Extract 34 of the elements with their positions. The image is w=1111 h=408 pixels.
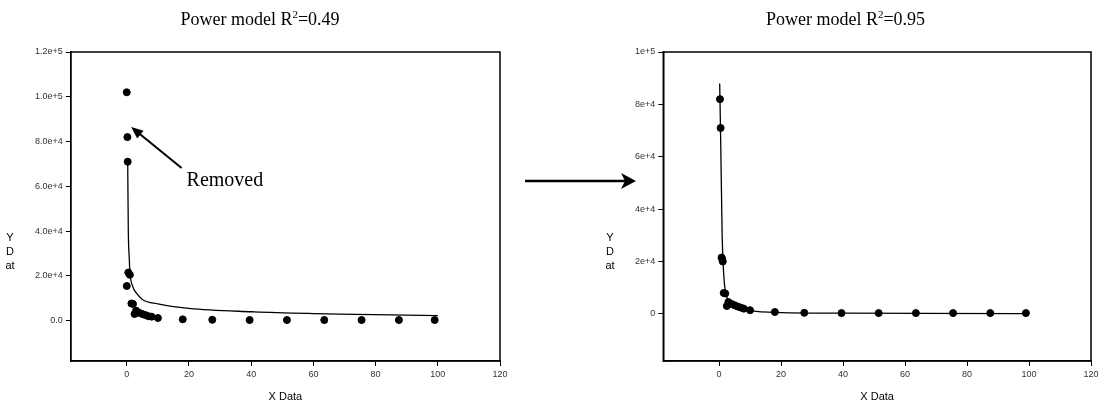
chart-title: Power model R$^{2}$=0.49 — [179, 8, 341, 30]
chart-title: Power model R$^{2}$=0.95 — [764, 8, 927, 30]
x-tick-label: 0 — [716, 368, 722, 379]
y-tick-label: 8.0e+4 — [35, 136, 63, 147]
x-tick-label: 120 — [1083, 368, 1099, 379]
x-tick-label: 100 — [1021, 368, 1037, 379]
x-tick-label: 80 — [370, 368, 381, 379]
x-tick-label: 40 — [838, 368, 849, 379]
y-tick-label: 8e+4 — [634, 98, 656, 109]
x-tick-label: 60 — [900, 368, 911, 379]
y-tick-label: 2e+4 — [634, 255, 656, 266]
y-tick-label: 2.0e+4 — [35, 270, 63, 281]
y-tick-label: 6e+4 — [634, 151, 656, 162]
x-axis-title: X Data — [860, 390, 895, 403]
x-tick-label: 80 — [962, 368, 973, 379]
y-tick-label: 1.0e+5 — [35, 91, 63, 102]
x-tick-label: 60 — [308, 368, 319, 379]
y-axis-title: Y D at — [5, 230, 15, 271]
y-tick-label: 1.2e+5 — [35, 46, 63, 57]
x-tick-label: 20 — [183, 368, 194, 379]
y-tick-label: 6.0e+4 — [35, 180, 63, 191]
y-tick-label: 4e+4 — [634, 203, 656, 214]
x-tick-label: 40 — [246, 368, 257, 379]
y-axis-title: Y D at — [605, 230, 615, 271]
x-tick-label: 120 — [492, 368, 508, 379]
x-tick-label: 20 — [776, 368, 787, 379]
x-tick-label: 0 — [124, 368, 130, 379]
y-tick-label: 1e+5 — [634, 46, 656, 57]
x-tick-label: 100 — [430, 368, 446, 379]
annotation: Removed — [186, 168, 264, 191]
y-tick-label: 0.0 — [50, 315, 63, 326]
y-tick-label: 0 — [650, 308, 656, 319]
y-tick-label: 4.0e+4 — [35, 225, 63, 236]
x-axis-title: X Data — [268, 390, 304, 403]
